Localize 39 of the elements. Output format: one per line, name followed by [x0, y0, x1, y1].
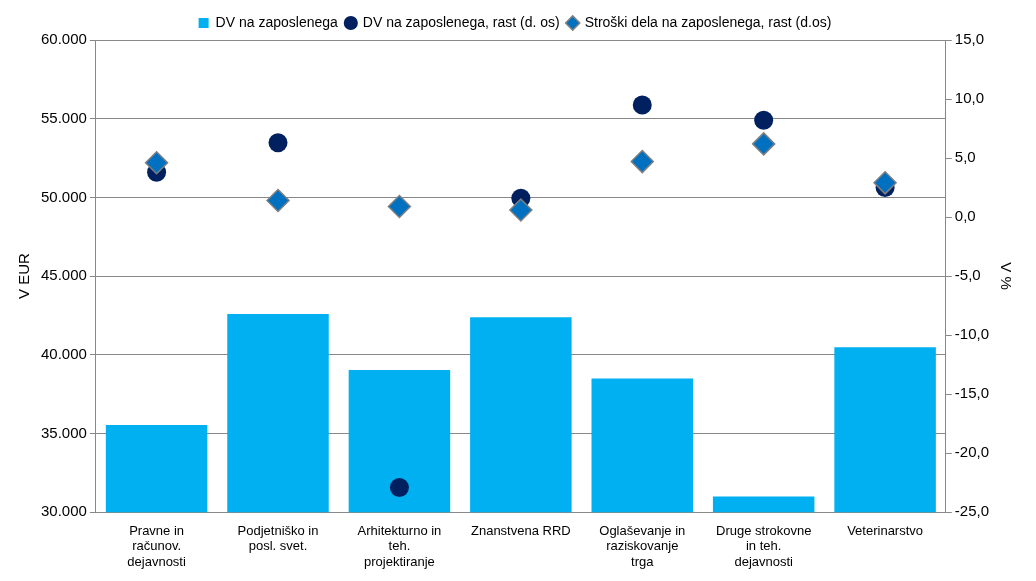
y2-tick-label: -15,0: [954, 384, 990, 402]
point: [268, 133, 288, 153]
point: [630, 149, 655, 174]
x-tick-label: Veterinarstvo: [847, 522, 924, 538]
y-tick-label: 35.000: [40, 423, 87, 441]
point: [144, 151, 169, 175]
y-tick-label: 60.000: [40, 30, 87, 48]
legend-label: DV na zaposlenega, rast (d. os): [362, 13, 560, 30]
point: [266, 188, 290, 213]
y-tick-label: 55.000: [40, 108, 87, 126]
y2-tick-label: 5,0: [954, 148, 976, 166]
x-tick-label: Znanstvena RRD: [470, 522, 571, 538]
y2-tick-label: -5,0: [954, 266, 981, 284]
point: [754, 110, 774, 130]
y-tick-label: 50.000: [40, 187, 87, 205]
y2-tick-label: -20,0: [954, 443, 990, 461]
y2-tick-label: -10,0: [954, 325, 990, 343]
y-axis-title: V EUR: [15, 253, 33, 300]
y-tick-label: 30.000: [40, 502, 87, 520]
y2-tick-label: 0,0: [954, 207, 976, 225]
x-tick-label: Podjetniško in posl. svet.: [237, 522, 319, 554]
legend-label: DV na zaposlenega: [215, 13, 339, 30]
y2-axis-title: V %: [997, 262, 1015, 290]
legend-label: Stroški dela na zaposlenega, rast (d.os): [584, 13, 832, 30]
point: [632, 95, 652, 115]
y-tick-label: 45.000: [40, 266, 87, 284]
point: [751, 132, 776, 156]
point: [387, 194, 412, 219]
y2-tick-label: 10,0: [954, 89, 985, 107]
x-tick-label: Oglaševanje in raziskovanje trga: [599, 522, 686, 569]
point: [509, 198, 533, 222]
y2-tick-label: -25,0: [954, 502, 990, 520]
x-tick-label: Druge strokovne in teh. dejavnosti: [715, 522, 812, 569]
x-tick-label: Pravne in računov. dejavnosti: [127, 522, 186, 569]
y2-tick-label: 15,0: [954, 30, 985, 48]
y-tick-label: 40.000: [40, 344, 87, 362]
point: [873, 171, 897, 195]
point: [389, 477, 409, 497]
x-tick-label: Arhitekturno in teh. projektiranje: [357, 522, 442, 569]
